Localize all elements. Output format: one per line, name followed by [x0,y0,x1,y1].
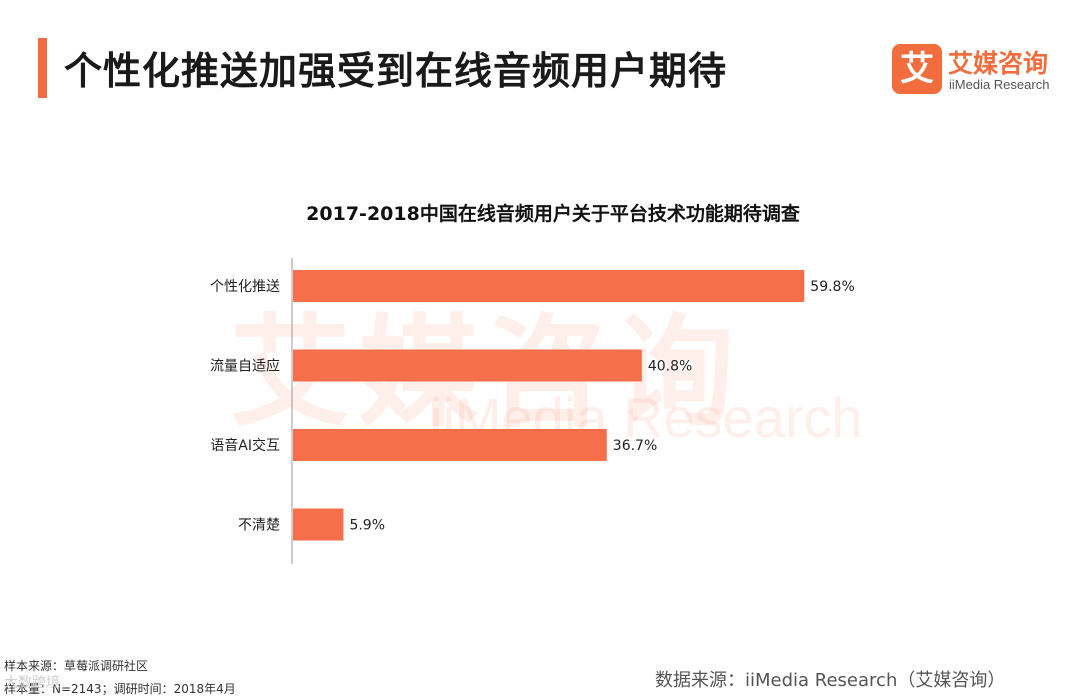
data-label-1: 59.8% [810,279,854,295]
chart-title: 2017-2018中国在线音频用户关于平台技术功能期待调查 [306,202,801,225]
data-label-4: 5.9% [349,518,385,534]
bar-3 [293,429,607,461]
bar-1 [293,270,805,302]
bar-2 [293,349,642,382]
brand-subtitle: iiMedia Research [949,77,1050,92]
bar-group: 个性化推送 59.8% 流量自适应 40.8% 语音AI交互 36.7% 不清楚 5.9% [210,270,855,541]
bar-4 [293,508,344,541]
page-title: 个性化推送加强受到在线音频用户期待 [64,49,728,93]
category-label-3: 语音AI交互 [210,437,280,454]
category-label-1: 个性化推送 [210,279,280,295]
title-accent-bar [38,38,47,98]
corner-watermark: 大数跨境 [4,675,60,691]
category-label-2: 流量自适应 [210,358,280,375]
category-label-4: 不清楚 [238,518,280,534]
data-source-note: 数据来源：iiMedia Research（艾媒咨询） [655,670,1006,691]
sample-source-note: 样本来源：草莓派调研社区 [4,659,149,673]
data-label-3: 36.7% [613,438,657,454]
data-label-2: 40.8% [648,359,692,375]
brand-mark-icon: 艾 [892,44,942,94]
brand-name: 艾媒咨询 [948,49,1049,78]
sample-info-note: 样本量：N=2143；调研时间：2018年4月 [4,682,236,696]
